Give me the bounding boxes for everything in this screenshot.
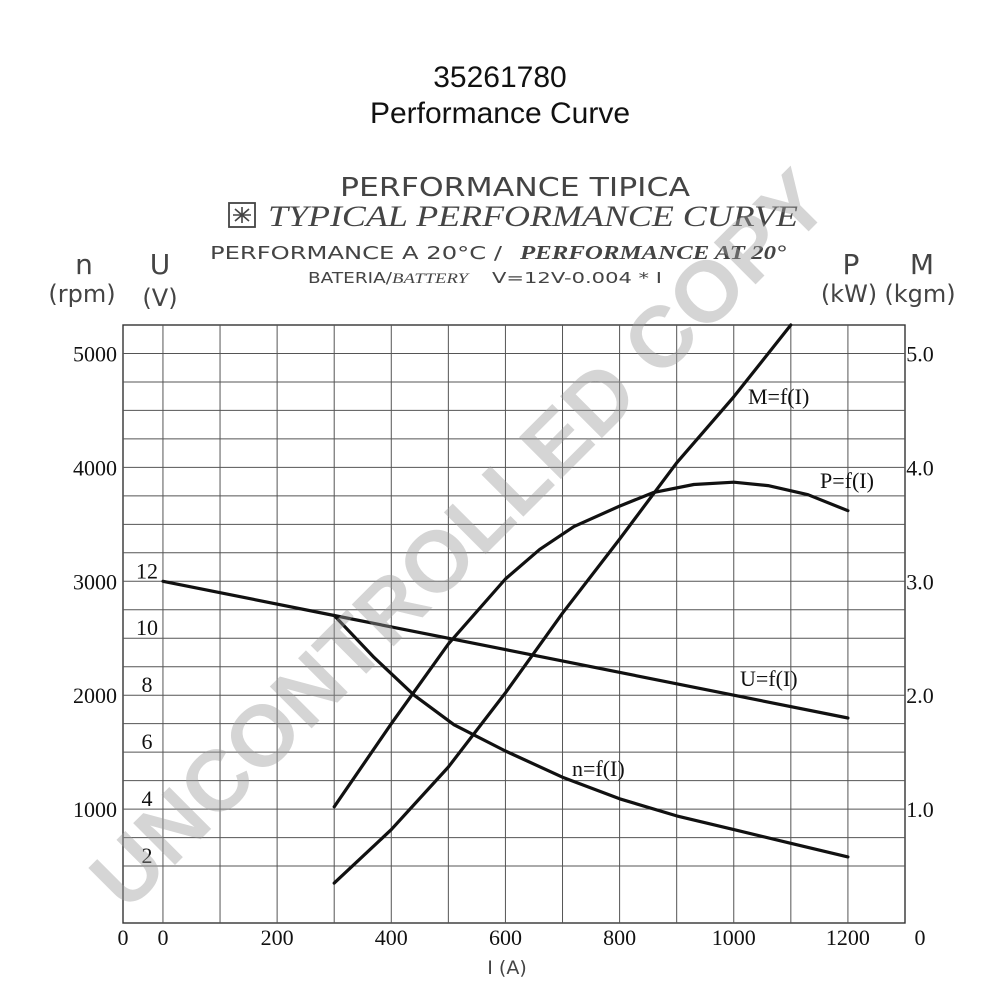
- watermark: UNCONTROLLED COPY: [72, 152, 847, 927]
- part-number: 35261780: [433, 61, 567, 94]
- rpm-tick-label: 1000: [73, 797, 117, 822]
- power-axis-symbol: P: [843, 248, 860, 281]
- curve-label-m: M=f(I): [748, 384, 809, 409]
- power-axis-unit: (kW): [821, 280, 877, 308]
- volt-tick-label: 10: [136, 615, 158, 640]
- x-tick-label: 800: [603, 925, 636, 950]
- rpm-tick-label: 3000: [73, 569, 117, 594]
- torque-axis-symbol: M: [910, 248, 934, 281]
- curve-n: [332, 613, 850, 859]
- rpm-tick-label: 2000: [73, 683, 117, 708]
- rpm-axis-unit: (rpm): [48, 280, 115, 308]
- x-tick-label: 600: [489, 925, 522, 950]
- volt-tick-label: 8: [142, 672, 153, 697]
- curve-p: [332, 480, 850, 809]
- right-tick-label: 2.0: [906, 683, 934, 708]
- right-tick-label: 0: [915, 925, 926, 950]
- title-subtitle: Performance Curve: [369, 97, 631, 130]
- torque-axis-unit: (kgm): [884, 280, 955, 308]
- x-tick-label: 400: [375, 925, 408, 950]
- curve-labels: U=f(I) n=f(I) P=f(I) M=f(I): [572, 384, 874, 781]
- curve-label-n: n=f(I): [572, 756, 625, 781]
- x-tick-label: 1000: [712, 925, 756, 950]
- right-tick-label: 5.0: [906, 341, 934, 366]
- tick-labels: 0 0 200 400 600 800 1000 1200 5000 4000 3000 2000 10…: [73, 341, 934, 950]
- chart-grid: [122, 324, 906, 924]
- volt-tick-label: 4: [142, 786, 153, 811]
- temp-english: PERFORMANCE AT 20°: [519, 242, 786, 264]
- rpm-tick-label: 5000: [73, 341, 117, 366]
- x-tick-label: 200: [261, 925, 294, 950]
- right-tick-label: 1.0: [906, 797, 934, 822]
- header-spanish: PERFORMANCE TIPICA: [340, 173, 690, 203]
- battery-formula: V=12V-0.004 * I: [492, 269, 662, 287]
- x-tick-label: 0: [118, 925, 129, 950]
- rpm-axis-symbol: n: [75, 248, 93, 281]
- right-tick-label: 3.0: [906, 569, 934, 594]
- curve-u: [161, 579, 850, 720]
- x-tick-label: 0: [157, 925, 168, 950]
- chart-curves: [161, 323, 850, 885]
- battery-english: BATTERY: [392, 271, 470, 287]
- curve-label-u: U=f(I): [740, 666, 798, 691]
- plot-frame: [122, 324, 906, 924]
- x-axis-label: I (A): [487, 957, 526, 979]
- volt-tick-label: 2: [142, 843, 153, 868]
- header-english: TYPICAL PERFORMANCE CURVE: [268, 200, 798, 233]
- rpm-tick-label: 4000: [73, 455, 117, 480]
- volt-axis-unit: (V): [142, 284, 177, 312]
- volt-axis-symbol: U: [150, 248, 171, 281]
- right-tick-label: 4.0: [906, 455, 934, 480]
- battery-spanish: BATERIA/: [308, 269, 393, 287]
- x-tick-label: 1200: [826, 925, 870, 950]
- volt-tick-label: 12: [136, 558, 158, 583]
- curve-label-p: P=f(I): [820, 468, 874, 493]
- page-title: 35261780 Performance Curve: [0, 60, 1000, 132]
- curve-m: [332, 323, 793, 885]
- asterisk-box-icon: [228, 202, 256, 228]
- volt-tick-label: 6: [142, 729, 153, 754]
- temp-spanish: PERFORMANCE A 20°C /: [210, 243, 503, 264]
